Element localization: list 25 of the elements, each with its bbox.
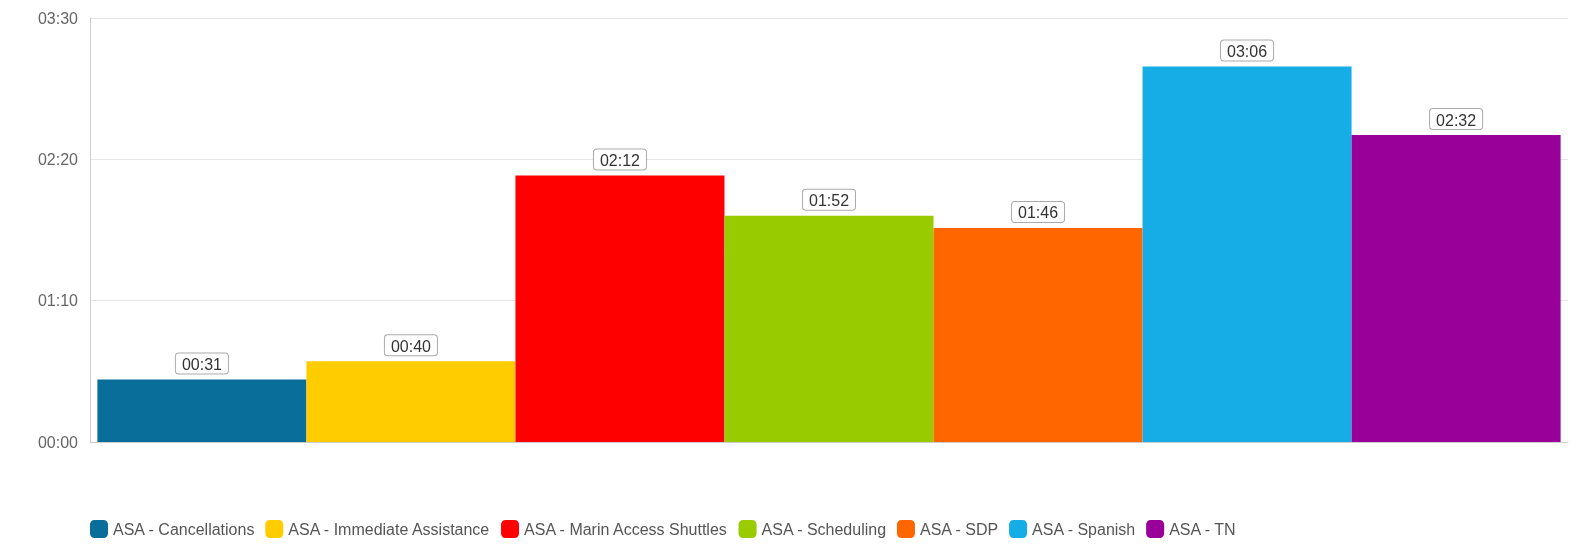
bar <box>724 215 934 442</box>
legend-label: ASA - SDP <box>919 520 999 538</box>
legend-label: ASA - Marin Access Shuttles <box>524 520 727 538</box>
data-label: 03:06 <box>1227 42 1268 60</box>
y-tick-label: 01:10 <box>37 292 79 310</box>
data-label: 00:40 <box>390 337 432 355</box>
y-tick-label: 03:30 <box>37 9 79 27</box>
bar <box>515 175 725 442</box>
data-label: 01:46 <box>1018 204 1059 222</box>
bar <box>306 361 516 442</box>
data-label: 02:12 <box>599 151 641 169</box>
bar <box>97 379 307 442</box>
legend-label: ASA - Scheduling <box>761 520 887 538</box>
bar <box>933 227 1143 442</box>
bar <box>1351 135 1561 442</box>
data-label: 00:31 <box>181 355 223 373</box>
y-tick-label: 02:20 <box>37 150 79 168</box>
data-label: 01:52 <box>808 192 850 210</box>
data-label: 02:32 <box>1436 111 1477 129</box>
bar <box>1142 66 1352 442</box>
legend-label: ASA - Immediate Assistance <box>288 520 490 538</box>
legend-label: ASA - TN <box>1169 520 1236 538</box>
legend-label: ASA - Cancellations <box>113 520 255 538</box>
y-tick-label: 00:00 <box>37 433 79 451</box>
legend-label: ASA - Spanish <box>1032 520 1136 538</box>
